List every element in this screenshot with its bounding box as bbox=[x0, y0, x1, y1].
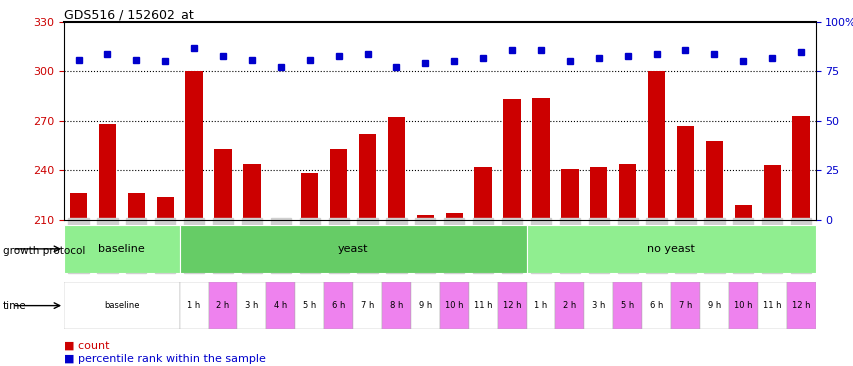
Bar bbox=[502, 100, 520, 220]
Text: 2 h: 2 h bbox=[563, 301, 576, 310]
Bar bbox=[531, 98, 549, 220]
Bar bbox=[381, 282, 410, 329]
Bar bbox=[387, 117, 404, 220]
Bar bbox=[497, 282, 526, 329]
Bar bbox=[728, 282, 757, 329]
Bar bbox=[324, 282, 352, 329]
Bar bbox=[179, 225, 526, 273]
Bar bbox=[554, 282, 583, 329]
Bar bbox=[70, 193, 87, 220]
Text: 9 h: 9 h bbox=[418, 301, 432, 310]
Bar bbox=[266, 282, 295, 329]
Bar bbox=[618, 164, 635, 220]
Bar bbox=[676, 126, 693, 220]
Bar bbox=[237, 282, 266, 329]
Text: ■ count: ■ count bbox=[64, 341, 109, 351]
Text: 11 h: 11 h bbox=[762, 301, 780, 310]
Bar bbox=[301, 173, 318, 220]
Text: 10 h: 10 h bbox=[734, 301, 751, 310]
Bar bbox=[699, 282, 728, 329]
Text: 7 h: 7 h bbox=[678, 301, 692, 310]
Bar bbox=[526, 225, 815, 273]
Text: growth protocol: growth protocol bbox=[3, 246, 84, 256]
Bar bbox=[474, 167, 491, 220]
Bar bbox=[445, 213, 462, 220]
Text: time: time bbox=[3, 300, 26, 311]
Bar bbox=[243, 164, 260, 220]
Text: 3 h: 3 h bbox=[245, 301, 258, 310]
Text: 1 h: 1 h bbox=[188, 301, 200, 310]
Bar bbox=[526, 282, 554, 329]
Text: 6 h: 6 h bbox=[332, 301, 345, 310]
Text: 9 h: 9 h bbox=[707, 301, 720, 310]
Text: 1 h: 1 h bbox=[534, 301, 547, 310]
Text: yeast: yeast bbox=[338, 244, 368, 254]
Bar bbox=[127, 193, 145, 220]
Bar bbox=[214, 149, 231, 220]
Text: 11 h: 11 h bbox=[473, 301, 492, 310]
Bar bbox=[641, 282, 670, 329]
Text: 6 h: 6 h bbox=[649, 301, 663, 310]
Text: 7 h: 7 h bbox=[361, 301, 374, 310]
Bar bbox=[763, 165, 780, 220]
Bar bbox=[329, 149, 347, 220]
Bar bbox=[410, 282, 439, 329]
Text: 12 h: 12 h bbox=[502, 301, 520, 310]
Bar bbox=[757, 282, 786, 329]
Bar bbox=[64, 225, 179, 273]
Bar bbox=[352, 282, 381, 329]
Text: 8 h: 8 h bbox=[389, 301, 403, 310]
Bar bbox=[612, 282, 641, 329]
Bar bbox=[589, 167, 606, 220]
Bar bbox=[179, 282, 208, 329]
Text: 2 h: 2 h bbox=[216, 301, 229, 310]
Bar bbox=[647, 71, 664, 220]
Bar bbox=[468, 282, 497, 329]
Bar bbox=[705, 141, 722, 220]
Bar bbox=[670, 282, 699, 329]
Bar bbox=[208, 282, 237, 329]
Bar bbox=[583, 282, 612, 329]
Text: 5 h: 5 h bbox=[303, 301, 316, 310]
Bar bbox=[416, 214, 433, 220]
Bar bbox=[64, 282, 179, 329]
Bar bbox=[358, 134, 376, 220]
Bar bbox=[734, 205, 751, 220]
Bar bbox=[295, 282, 324, 329]
Text: 5 h: 5 h bbox=[620, 301, 634, 310]
Text: 3 h: 3 h bbox=[591, 301, 605, 310]
Bar bbox=[185, 71, 202, 220]
Bar bbox=[272, 218, 289, 220]
Text: no yeast: no yeast bbox=[647, 244, 694, 254]
Text: baseline: baseline bbox=[104, 301, 139, 310]
Bar bbox=[156, 197, 174, 220]
Bar bbox=[439, 282, 468, 329]
Text: 10 h: 10 h bbox=[444, 301, 463, 310]
Text: 12 h: 12 h bbox=[791, 301, 809, 310]
Bar bbox=[560, 168, 577, 220]
Bar bbox=[792, 116, 809, 220]
Text: 4 h: 4 h bbox=[274, 301, 287, 310]
Text: ■ percentile rank within the sample: ■ percentile rank within the sample bbox=[64, 354, 265, 365]
Bar bbox=[99, 124, 116, 220]
Text: GDS516 / 152602_at: GDS516 / 152602_at bbox=[64, 8, 194, 21]
Bar bbox=[786, 282, 815, 329]
Text: baseline: baseline bbox=[98, 244, 145, 254]
